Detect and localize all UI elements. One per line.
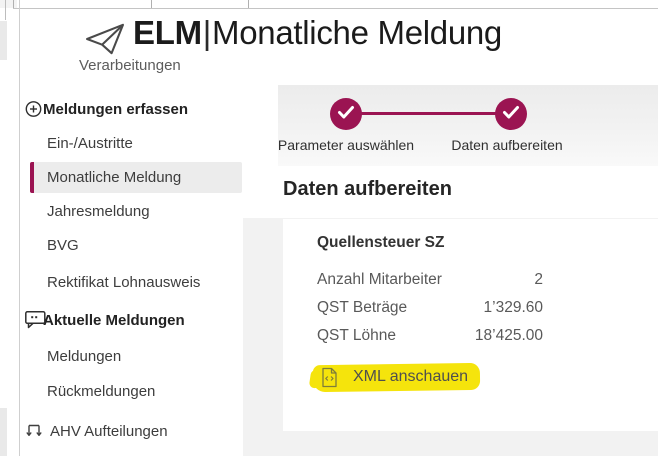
background-window-artifact xyxy=(0,21,7,60)
sidebar-section-label: Meldungen erfassen xyxy=(43,100,189,118)
row-value: 2 xyxy=(534,271,543,288)
sidebar-item-jahresmeldung[interactable]: Jahresmeldung xyxy=(19,199,243,223)
row-label: Anzahl Mitarbeiter xyxy=(317,271,442,288)
background-window-artifact xyxy=(0,0,17,8)
module-name: Monatliche Meldung xyxy=(212,14,502,51)
card-row-anzahl-mitarbeiter: Anzahl Mitarbeiter 2 xyxy=(317,271,543,289)
step-daten-aufbereiten-done[interactable] xyxy=(495,98,527,130)
row-label: QST Löhne xyxy=(317,327,396,344)
sidebar-item-label: Monatliche Meldung xyxy=(47,169,182,186)
section-heading: Daten aufbereiten xyxy=(283,178,452,200)
browser-tab-outline xyxy=(248,0,658,9)
selected-indicator-bar xyxy=(30,162,34,193)
sidebar-item-rektifikat-lohnausweis[interactable]: Rektifikat Lohnausweis xyxy=(19,270,243,294)
sidebar-item-rueckmeldungen[interactable]: Rückmeldungen xyxy=(19,379,243,403)
row-value: 18’425.00 xyxy=(474,327,543,344)
browser-tab-outline xyxy=(13,0,152,9)
background-window-artifact xyxy=(5,0,6,20)
stepper-connector-line xyxy=(346,112,511,115)
sidebar-item-label: Ein-/Austritte xyxy=(47,134,133,152)
content-heading-panel xyxy=(243,166,658,218)
app-name: ELM xyxy=(133,14,202,51)
step-label: Daten aufbereiten xyxy=(451,137,563,153)
sidebar-item-label: Rektifikat Lohnausweis xyxy=(47,273,201,291)
checkmark-icon xyxy=(495,96,527,133)
step-label: Parameter auswählen xyxy=(277,137,415,153)
paper-plane-send-icon xyxy=(83,22,127,61)
page-title: ELM|Monatliche Meldung xyxy=(133,14,502,52)
split-down-icon xyxy=(25,423,43,440)
sidebar-section-label: Aktuelle Meldungen xyxy=(43,311,185,329)
card-row-qst-loehne: QST Löhne 18’425.00 xyxy=(317,327,543,345)
background-window-artifact xyxy=(0,408,7,456)
checkmark-icon xyxy=(330,96,362,133)
sidebar-item-monatliche-meldung-selected[interactable]: Monatliche Meldung xyxy=(30,162,242,193)
speech-bubble-icon xyxy=(25,311,46,329)
sidebar-item-label: Rückmeldungen xyxy=(47,382,156,400)
title-separator: | xyxy=(202,14,212,51)
sidebar-item-label: Meldungen xyxy=(47,347,122,365)
breadcrumb: Verarbeitungen xyxy=(79,57,181,74)
window-top-edge xyxy=(13,8,658,9)
sidebar-item-bvg[interactable]: BVG xyxy=(19,233,243,257)
xml-link-label: XML anschauen xyxy=(353,368,469,385)
quellensteuer-card: Quellensteuer SZ Anzahl Mitarbeiter 2 QS… xyxy=(283,219,658,431)
window-left-edge xyxy=(19,0,20,456)
sidebar-item-ahv-aufteilungen[interactable]: AHV Aufteilungen xyxy=(19,419,243,443)
row-value: 1’329.60 xyxy=(483,299,543,316)
xml-document-icon xyxy=(321,367,338,393)
circle-plus-icon xyxy=(25,101,42,118)
card-title: Quellensteuer SZ xyxy=(317,234,445,251)
sidebar-section-meldungen-erfassen[interactable]: Meldungen erfassen xyxy=(19,97,243,121)
step-parameter-auswaehlen-done[interactable] xyxy=(330,98,362,130)
sidebar-item-ein-austritte[interactable]: Ein-/Austritte xyxy=(19,131,243,155)
xml-anschauen-link[interactable]: XML anschauen xyxy=(313,364,493,392)
sidebar-section-aktuelle-meldungen[interactable]: Aktuelle Meldungen xyxy=(19,308,243,332)
sidebar-item-label: BVG xyxy=(47,236,79,254)
sidebar-item-label: AHV Aufteilungen xyxy=(50,422,168,440)
card-row-qst-betraege: QST Beträge 1’329.60 xyxy=(317,299,543,317)
row-label: QST Beträge xyxy=(317,299,408,316)
sidebar-item-meldungen[interactable]: Meldungen xyxy=(19,344,243,368)
sidebar-item-label: Jahresmeldung xyxy=(47,202,150,220)
